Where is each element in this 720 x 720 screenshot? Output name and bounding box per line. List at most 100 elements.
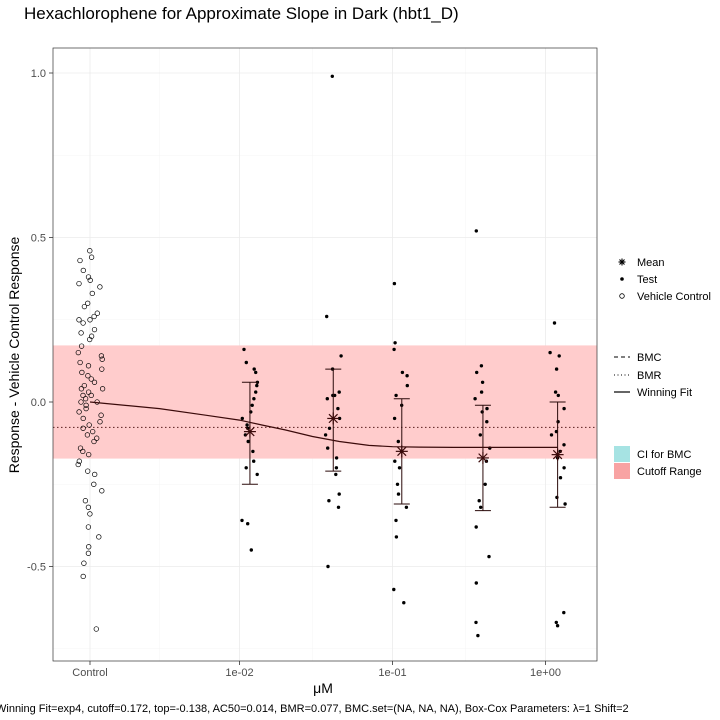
test-point (562, 443, 566, 447)
test-point (334, 472, 338, 477)
y-tick-label: 1.0 (31, 68, 46, 80)
legend-item-test: Test (620, 274, 657, 286)
test-point (249, 548, 253, 552)
plot-panel (52, 47, 598, 662)
vehicle-control-point (85, 550, 92, 556)
vehicle-control-point (91, 313, 97, 320)
vehicle-control-point (78, 386, 85, 392)
vehicle-control-point (77, 257, 83, 264)
vehicle-control-point (99, 356, 105, 362)
test-point (562, 406, 566, 411)
test-point (244, 360, 248, 365)
test-point (255, 472, 259, 477)
test-point (246, 439, 250, 444)
vehicle-control-point (78, 343, 85, 349)
vehicle-control-point (91, 481, 97, 487)
vehicle-control-point (80, 448, 86, 455)
test-point (336, 505, 341, 509)
y-tick-label: 0.0 (31, 397, 46, 409)
test-point (473, 397, 477, 401)
filled-dot-icon (620, 277, 624, 281)
test-point (397, 466, 402, 470)
test-point (396, 492, 401, 496)
vehicle-control-point (82, 498, 89, 504)
test-point (254, 370, 258, 375)
test-point (487, 554, 491, 559)
test-point (250, 403, 254, 407)
test-point (251, 449, 255, 454)
ci-swatch-icon (614, 446, 630, 462)
vehicle-control-point (98, 353, 105, 359)
test-point (554, 620, 558, 625)
vehicle-control-point (76, 458, 82, 464)
test-point (396, 439, 400, 444)
vehicle-control-point (83, 405, 89, 412)
vehicle-control-points (75, 248, 106, 632)
test-point (240, 518, 244, 523)
test-point (326, 564, 330, 569)
test-point (479, 505, 483, 509)
vehicle-control-point (85, 468, 91, 474)
vehicle-control-point (85, 363, 92, 369)
vehicle-control-point (75, 461, 81, 468)
legend-item-bmc: BMC (614, 352, 662, 364)
test-points (240, 74, 567, 638)
test-point (395, 482, 400, 486)
legend-item-ci-for-bmc: CI for BMC (614, 446, 691, 462)
mean-asterisk (395, 445, 408, 458)
vehicle-control-point (81, 303, 88, 310)
vehicle-control-point (92, 471, 98, 478)
test-point (554, 367, 559, 371)
test-point (334, 466, 339, 470)
test-point (402, 601, 406, 605)
test-point (477, 499, 481, 503)
chart-title: Hexachlorophene for Approximate Slope in… (24, 4, 459, 23)
x-axis-label: μM (313, 680, 333, 696)
test-point (474, 525, 478, 529)
test-point (400, 370, 405, 375)
legend-label: CI for BMC (637, 449, 691, 461)
x-tick-label: 1e-01 (378, 667, 406, 679)
legend-label: Mean (637, 257, 665, 269)
vehicle-control-point (83, 402, 89, 408)
vehicle-control-point (91, 326, 98, 333)
test-point (479, 364, 484, 368)
test-point (337, 492, 341, 496)
test-point (330, 74, 334, 79)
vehicle-control-point (81, 382, 87, 389)
mean-asterisk (551, 448, 564, 461)
test-point (476, 633, 480, 638)
vehicle-control-point (99, 386, 106, 392)
legend-label: Vehicle Control (637, 291, 711, 303)
test-point (394, 535, 399, 539)
test-point (252, 397, 256, 401)
asterisk-icon (618, 258, 626, 266)
y-tick-label: 0.5 (31, 233, 46, 245)
test-point (254, 390, 258, 394)
legend-label: BMR (637, 370, 662, 382)
legend-item-bmr: BMR (614, 370, 662, 382)
test-point (474, 620, 478, 625)
test-point (480, 380, 485, 384)
vehicle-control-point (84, 432, 91, 438)
vehicle-control-point (99, 488, 105, 494)
test-point (553, 390, 558, 394)
test-point (405, 383, 409, 388)
vehicle-control-point (85, 373, 91, 379)
y-axis-label: Response - Vehicle Control Response (6, 236, 22, 473)
vehicle-control-point (87, 336, 93, 343)
legend-label: BMC (637, 352, 662, 364)
test-point (240, 416, 244, 421)
test-point (562, 610, 566, 615)
vehicle-control-point (97, 419, 103, 425)
test-point (327, 499, 331, 503)
test-point (393, 459, 397, 463)
vehicle-control-point (96, 534, 102, 540)
vehicle-control-point (98, 412, 104, 418)
y-axis-ticks: -0.5 0.0 0.5 1.0 (27, 68, 53, 574)
vehicle-control-point (80, 573, 86, 580)
test-point (556, 393, 560, 398)
legend-item-vehicle-control: Vehicle Control (619, 291, 711, 303)
test-point (327, 426, 332, 430)
